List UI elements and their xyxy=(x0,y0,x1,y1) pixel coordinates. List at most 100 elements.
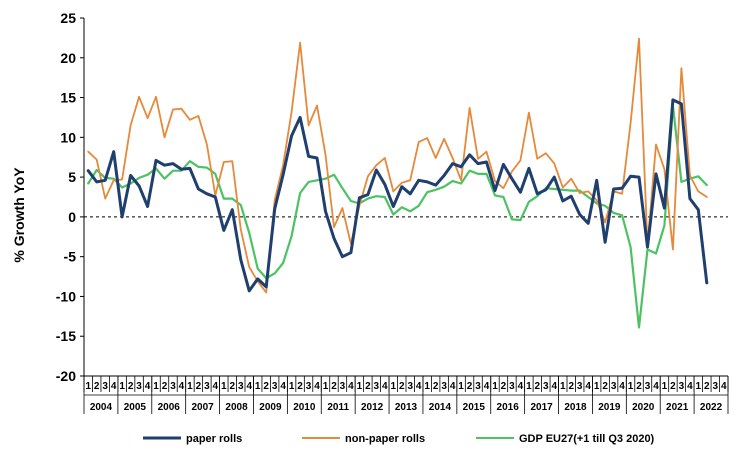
x-tick-label-quarter: 4 xyxy=(382,381,388,392)
x-tick-label-quarter: 2 xyxy=(433,381,439,392)
y-tick-label: -10 xyxy=(56,288,76,304)
x-tick-label-quarter: 4 xyxy=(314,381,320,392)
x-tick-label-year: 2016 xyxy=(497,402,520,413)
x-tick-label-quarter: 4 xyxy=(213,381,219,392)
x-tick-label-quarter: 3 xyxy=(272,381,278,392)
y-tick-label: -15 xyxy=(56,328,76,344)
x-tick-label-quarter: 2 xyxy=(399,381,405,392)
x-tick-label-quarter: 4 xyxy=(518,381,524,392)
x-tick-label-quarter: 4 xyxy=(145,381,151,392)
x-tick-label-quarter: 3 xyxy=(441,381,447,392)
x-tick-label-year: 2020 xyxy=(632,402,655,413)
y-tick-label: 10 xyxy=(60,129,76,145)
x-tick-label-quarter: 4 xyxy=(552,381,558,392)
legend-label-nonpaper: non-paper rolls xyxy=(345,433,425,445)
y-tick-label: -5 xyxy=(64,249,77,265)
x-tick-label-quarter: 4 xyxy=(619,381,625,392)
x-tick-label-year: 2013 xyxy=(395,402,418,413)
x-tick-label-quarter: 1 xyxy=(153,381,159,392)
x-tick-label-quarter: 2 xyxy=(636,381,642,392)
x-tick-label-quarter: 1 xyxy=(391,381,397,392)
x-tick-label-quarter: 3 xyxy=(407,381,413,392)
x-tick-label-year: 2012 xyxy=(361,402,384,413)
x-tick-label-quarter: 3 xyxy=(509,381,515,392)
x-tick-label-year: 2009 xyxy=(259,402,282,413)
x-tick-label-quarter: 1 xyxy=(492,381,498,392)
x-tick-label-quarter: 4 xyxy=(179,381,185,392)
x-tick-label-quarter: 1 xyxy=(696,381,702,392)
x-tick-label-year: 2011 xyxy=(327,402,349,413)
x-tick-label-quarter: 1 xyxy=(187,381,193,392)
x-tick-label-quarter: 3 xyxy=(204,381,210,392)
x-tick-label-quarter: 3 xyxy=(713,381,719,392)
x-tick-label-quarter: 4 xyxy=(280,381,286,392)
x-tick-label-year: 2015 xyxy=(463,402,486,413)
series-layer xyxy=(86,37,709,329)
x-tick-label-quarter: 3 xyxy=(340,381,346,392)
x-tick-label-quarter: 4 xyxy=(111,381,117,392)
x-tick-label-quarter: 1 xyxy=(662,381,668,392)
x-tick-label-quarter: 1 xyxy=(289,381,295,392)
x-tick-label-quarter: 1 xyxy=(255,381,261,392)
legend-label-gdp: GDP EU27(+1 till Q3 2020) xyxy=(519,433,655,445)
x-tick-label-quarter: 1 xyxy=(119,381,125,392)
x-tick-label-year: 2014 xyxy=(429,402,452,413)
series-line-gdp xyxy=(87,104,708,329)
x-tick-label-quarter: 2 xyxy=(704,381,710,392)
legend-label-paper: paper rolls xyxy=(186,433,242,445)
x-tick-label-year: 2017 xyxy=(530,402,553,413)
x-tick-label-year: 2010 xyxy=(293,402,316,413)
x-tick-label-quarter: 1 xyxy=(594,381,600,392)
x-tick-label-quarter: 3 xyxy=(679,381,685,392)
x-tick-label-quarter: 2 xyxy=(365,381,371,392)
x-tick-label-quarter: 1 xyxy=(357,381,363,392)
x-tick-label-quarter: 2 xyxy=(467,381,473,392)
x-tick-label-quarter: 4 xyxy=(348,381,354,392)
x-tick-label-quarter: 2 xyxy=(297,381,303,392)
x-tick-label-quarter: 4 xyxy=(653,381,659,392)
x-tick-label-quarter: 3 xyxy=(475,381,481,392)
x-tick-label-year: 2022 xyxy=(700,402,723,413)
y-tick-label: -20 xyxy=(56,368,76,384)
x-tick-label-quarter: 1 xyxy=(458,381,464,392)
x-tick-label-quarter: 2 xyxy=(535,381,541,392)
x-tick-label-year: 2006 xyxy=(158,402,181,413)
x-tick-label-quarter: 4 xyxy=(484,381,490,392)
x-tick-label-quarter: 3 xyxy=(611,381,617,392)
x-tick-label-quarter: 4 xyxy=(585,381,591,392)
series-line-paper xyxy=(86,98,709,293)
y-tick-label: 20 xyxy=(60,50,76,66)
x-tick-label-quarter: 3 xyxy=(306,381,312,392)
x-tick-label-quarter: 1 xyxy=(85,381,91,392)
y-tick-label: 5 xyxy=(68,169,76,185)
x-tick-label-quarter: 1 xyxy=(323,381,329,392)
x-tick-label-quarter: 3 xyxy=(374,381,380,392)
x-tick-label-quarter: 2 xyxy=(162,381,168,392)
x-tick-label-quarter: 2 xyxy=(602,381,608,392)
x-tick-label-quarter: 4 xyxy=(687,381,693,392)
x-tick-label-quarter: 2 xyxy=(128,381,134,392)
x-tick-label-quarter: 4 xyxy=(246,381,252,392)
x-tick-label-quarter: 2 xyxy=(230,381,236,392)
x-tick-label-year: 2007 xyxy=(192,402,215,413)
x-tick-label-quarter: 3 xyxy=(543,381,549,392)
x-tick-label-quarter: 1 xyxy=(526,381,532,392)
x-tick-label-quarter: 2 xyxy=(331,381,337,392)
x-tick-label-year: 2008 xyxy=(225,402,248,413)
x-tick-label-quarter: 2 xyxy=(568,381,574,392)
x-tick-label-quarter: 1 xyxy=(560,381,566,392)
x-tick-label-quarter: 2 xyxy=(501,381,507,392)
x-tick-label-quarter: 2 xyxy=(263,381,269,392)
x-tick-label-quarter: 4 xyxy=(416,381,422,392)
y-axis-label: % Growth YoY xyxy=(11,167,27,263)
x-tick-label-year: 2005 xyxy=(124,402,147,413)
x-tick-label-quarter: 4 xyxy=(450,381,456,392)
x-tick-label-year: 2004 xyxy=(90,402,113,413)
x-tick-label-quarter: 1 xyxy=(424,381,430,392)
legend: paper rolls non-paper rolls GDP EU27(+1 … xyxy=(143,433,655,445)
x-tick-label-quarter: 2 xyxy=(196,381,202,392)
series-line-nonpaper xyxy=(87,37,708,294)
